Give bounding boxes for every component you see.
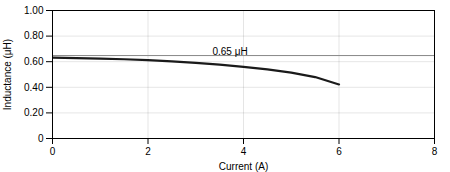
svg-text:1.00: 1.00 — [24, 5, 44, 16]
svg-text:4: 4 — [241, 146, 247, 157]
svg-text:0.80: 0.80 — [24, 30, 44, 41]
svg-text:Current (A): Current (A) — [219, 161, 268, 172]
svg-text:0.40: 0.40 — [24, 82, 44, 93]
svg-text:0.20: 0.20 — [24, 107, 44, 118]
svg-text:0.60: 0.60 — [24, 56, 44, 67]
svg-text:Inductance (μH): Inductance (μH) — [2, 39, 13, 110]
svg-text:0: 0 — [50, 146, 56, 157]
svg-text:6: 6 — [336, 146, 342, 157]
svg-text:8: 8 — [432, 146, 438, 157]
svg-text:0: 0 — [38, 133, 44, 144]
svg-text:2: 2 — [145, 146, 151, 157]
svg-text:0.65 μH: 0.65 μH — [212, 46, 247, 57]
